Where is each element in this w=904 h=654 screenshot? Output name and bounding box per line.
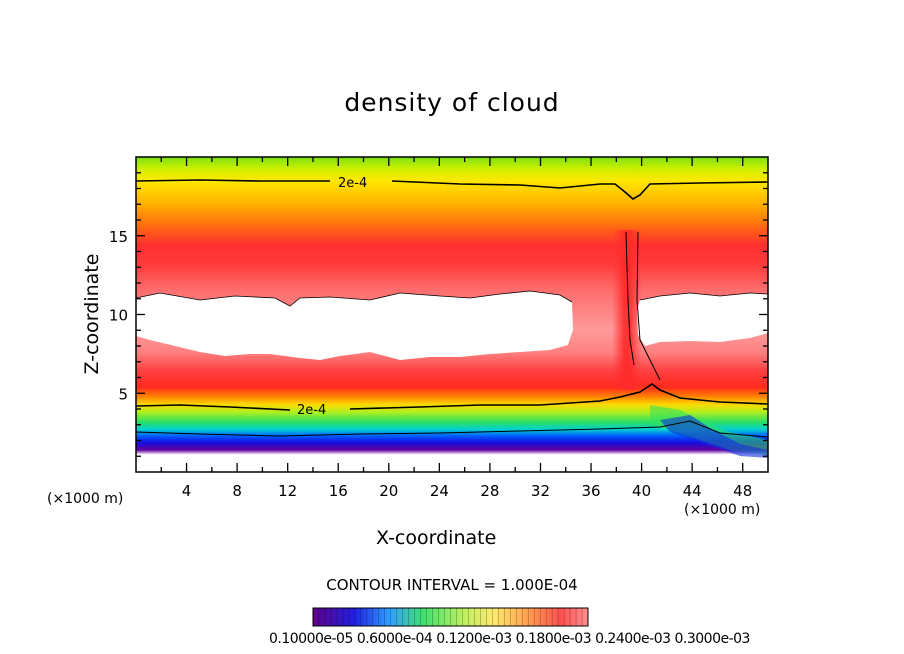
contour-column-left bbox=[625, 231, 635, 366]
y-axis-unit: (×1000 m) bbox=[47, 491, 124, 507]
x-tick-label: 16 bbox=[329, 482, 348, 500]
contour-label-bottom: 2e-4 bbox=[297, 403, 326, 418]
y-tick-label: 15 bbox=[109, 228, 128, 246]
x-axis-unit: (×1000 m) bbox=[684, 502, 761, 518]
y-tick-label: 5 bbox=[118, 385, 128, 403]
x-tick-label: 28 bbox=[480, 482, 499, 500]
x-tick-label: 12 bbox=[278, 482, 297, 500]
bottom-right-blue bbox=[660, 415, 768, 458]
x-axis-label: X-coordinate bbox=[376, 527, 497, 549]
x-tick-label: 8 bbox=[232, 482, 242, 500]
x-tick-label: 4 bbox=[182, 482, 192, 500]
contour-bottom bbox=[136, 383, 768, 411]
clear-region-right bbox=[637, 293, 768, 346]
x-tick-label: 20 bbox=[379, 482, 398, 500]
colorbar-stripes bbox=[318, 608, 583, 626]
x-tick-label: 36 bbox=[581, 482, 600, 500]
contour-label-top: 2e-4 bbox=[338, 176, 367, 191]
x-tick-label: 32 bbox=[531, 482, 550, 500]
colorbar-labels: 0.10000e-05 0.6000e-04 0.1200e-03 0.1800… bbox=[269, 631, 750, 647]
x-tick-label: 24 bbox=[430, 482, 449, 500]
contour-interval: CONTOUR INTERVAL = 1.000E-04 bbox=[326, 576, 578, 594]
y-tick-label: 10 bbox=[109, 307, 128, 325]
contour-gap-top bbox=[136, 290, 768, 307]
y-axis-label: Z-coordinate bbox=[81, 253, 103, 375]
x-tick-label: 44 bbox=[683, 482, 702, 500]
contour-column bbox=[636, 231, 661, 381]
chart-title: density of cloud bbox=[344, 88, 560, 117]
colorbar-frame bbox=[312, 607, 589, 627]
contour-base bbox=[136, 420, 768, 438]
clear-region-left bbox=[136, 291, 573, 360]
axis-ticks bbox=[136, 157, 768, 472]
x-tick-label: 48 bbox=[733, 482, 752, 500]
contour-top bbox=[136, 179, 768, 200]
x-tick-label: 40 bbox=[632, 482, 651, 500]
